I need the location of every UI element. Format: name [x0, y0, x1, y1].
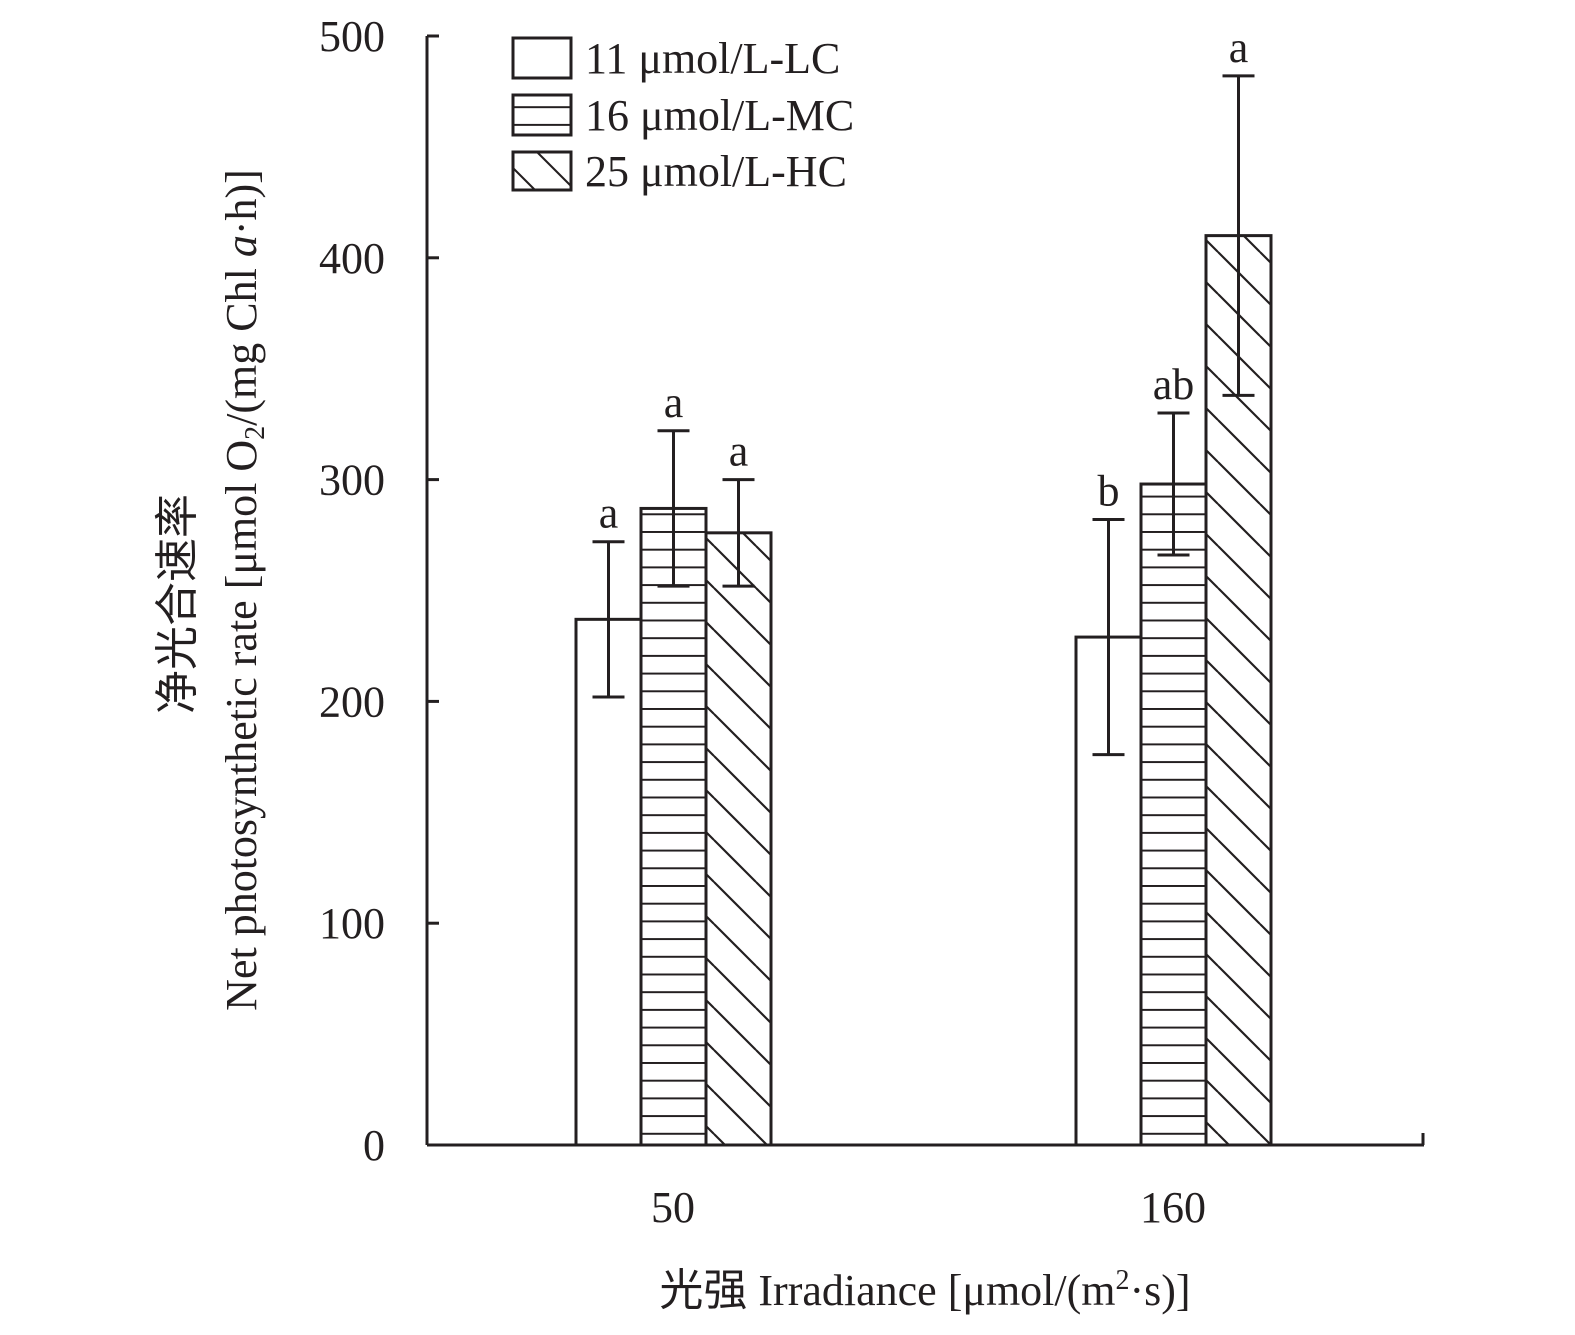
y-tick-label: 300: [319, 456, 385, 505]
legend-swatch-mc: [511, 93, 573, 137]
y-tick-label: 400: [319, 234, 385, 283]
legend-label-hc: 25 μmol/L-HC: [585, 147, 847, 196]
bar: [574, 617, 643, 1147]
legend-swatch-lc: [511, 36, 573, 80]
significance-letter: a: [729, 427, 749, 476]
bar: [1139, 482, 1208, 1147]
y-axis-label-cn: 净光合速率: [153, 494, 202, 714]
x-axis-label-unit-end: ·s)]: [1130, 1266, 1191, 1315]
x-tick-label: 50: [651, 1183, 695, 1232]
legend-label-lc: 11 μmol/L-LC: [585, 34, 840, 83]
significance-letter: a: [664, 378, 684, 427]
x-axis-label-en: Irradiance: [758, 1266, 936, 1315]
significance-letter: a: [1229, 23, 1249, 72]
x-tick-label: 160: [1140, 1183, 1206, 1232]
legend-swatch-hc: [511, 150, 573, 192]
bar: [704, 531, 773, 1147]
bar: [639, 506, 708, 1147]
y-tick-label: 100: [319, 899, 385, 948]
x-axis-label: 光强 Irradiance [μmol/(m2·s)]: [659, 1265, 1190, 1315]
significance-letter: a: [599, 489, 619, 538]
error-bars-layer: [592, 74, 1255, 757]
y-tick-label: 0: [363, 1121, 385, 1170]
y-tick-label: 500: [319, 12, 385, 61]
y-tick-label: 200: [319, 677, 385, 726]
y-ticks-layer: 0 100 200 300 400 500: [319, 12, 439, 1170]
legend-label-mc: 16 μmol/L-MC: [585, 91, 854, 140]
x-axis-label-sup: 2: [1116, 1265, 1130, 1296]
y-axis-label: Net photosynthetic rate [μmol O2/(mg Chl…: [217, 169, 271, 1011]
legend: 11 μmol/L-LC 16 μmol/L-MC 25 μmol/L-HC: [511, 34, 854, 196]
x-axis-label-unit: [μmol/(m: [948, 1266, 1116, 1315]
x-axis-label-cn: 光强: [659, 1266, 747, 1315]
significance-letter: ab: [1153, 360, 1195, 409]
significance-letter: b: [1098, 467, 1120, 516]
